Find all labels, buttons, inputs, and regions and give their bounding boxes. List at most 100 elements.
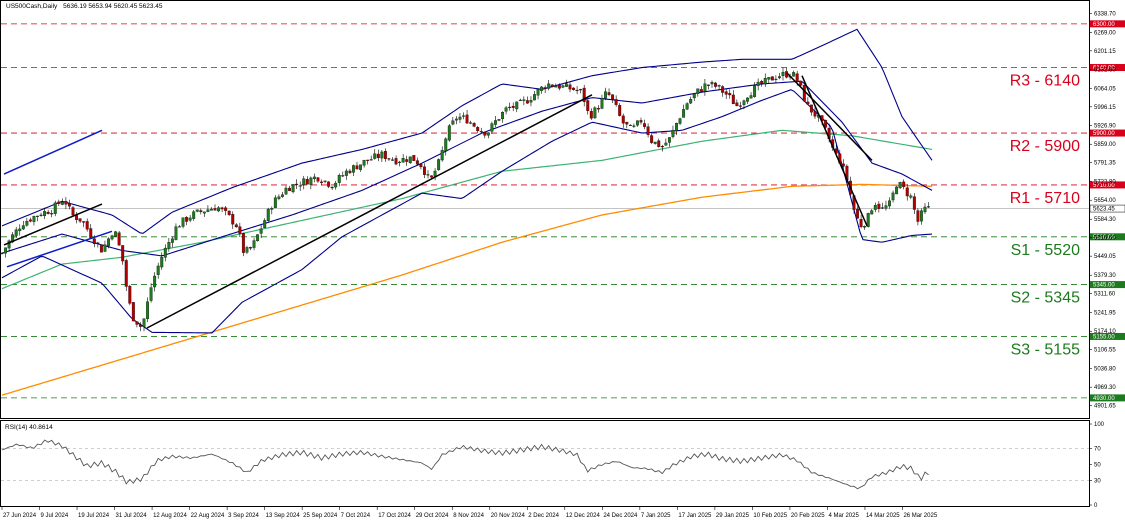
date-tick-label: 12 Dec 2024 [566, 513, 601, 519]
candle-body [71, 207, 75, 216]
candle-body [689, 99, 693, 104]
candle-body [504, 107, 508, 112]
candle-body [611, 94, 615, 100]
candle-body [650, 135, 654, 143]
candle-body [703, 83, 707, 92]
candle-body [291, 184, 295, 193]
candle-body [334, 182, 338, 188]
candle-body [540, 86, 544, 91]
candle-body [153, 275, 157, 288]
date-tick-label: 10 Feb 2025 [753, 513, 787, 519]
date-tick-label: 29 Oct 2024 [416, 513, 449, 519]
price-tick-label: 5036.80 [1094, 367, 1116, 373]
candle-body [497, 119, 501, 121]
level-axis-label: 5155.00 [1093, 334, 1115, 340]
candle-body [721, 86, 725, 93]
candle-body [4, 247, 7, 254]
trend-line [6, 230, 113, 268]
candle-body [224, 207, 228, 211]
candle-body [60, 201, 64, 205]
candle-body [714, 82, 717, 87]
date-tick-label: 7 Jan 2025 [641, 513, 671, 519]
candle-body [202, 211, 206, 214]
trend-line [3, 203, 103, 246]
candle-body [128, 285, 132, 304]
candle-body [295, 183, 299, 185]
candle-body [142, 318, 146, 327]
moving-average-200 [1, 183, 933, 396]
candle-body [107, 238, 110, 247]
candle-body [493, 120, 497, 125]
candle-body [873, 205, 877, 210]
candle-body [554, 86, 558, 88]
candle-body [412, 155, 416, 161]
candle-body [632, 125, 636, 127]
candle-body [348, 170, 352, 174]
candle-body [675, 122, 678, 132]
candle-body [373, 153, 377, 159]
candle-body [405, 159, 409, 162]
candle-body [131, 302, 135, 322]
candle-body [596, 108, 600, 110]
date-tick-label: 17 Jan 2025 [678, 513, 712, 519]
candle-body [682, 109, 686, 118]
date-tick-label: 27 Jun 2024 [3, 513, 37, 519]
candle-body [234, 224, 238, 228]
candle-body [160, 256, 164, 268]
date-tick-label: 29 Jan 2025 [716, 513, 750, 519]
candle-body [895, 186, 899, 195]
candle-body [117, 232, 121, 246]
candle-body [376, 153, 380, 159]
candle-body [50, 213, 54, 215]
price-tick-label: 4901.65 [1094, 404, 1116, 410]
date-tick-label: 20 Feb 2025 [791, 513, 825, 519]
rsi-tick-label: 100 [1094, 422, 1105, 428]
candle-body [916, 210, 920, 222]
level-name-label: S2 - 5345 [1011, 290, 1080, 307]
candle-body [398, 161, 402, 163]
candle-body [905, 187, 909, 197]
candle-body [28, 219, 32, 222]
candle-body [121, 245, 125, 262]
candle-body [646, 126, 650, 135]
candle-body [344, 170, 348, 176]
candle-body [362, 159, 366, 166]
candle-body [724, 91, 728, 95]
candle-body [263, 220, 267, 228]
candle-body [515, 101, 519, 110]
candle-body [572, 87, 575, 90]
candle-body [415, 160, 419, 165]
candle-body [508, 106, 512, 108]
candle-body [561, 85, 565, 88]
candle-body [114, 231, 118, 237]
candle-body [742, 100, 746, 105]
candle-body [909, 195, 913, 198]
candle-body [85, 221, 89, 230]
candle-body [181, 217, 185, 227]
rsi-tick-label: 50 [1094, 463, 1101, 469]
candle-body [813, 111, 817, 117]
candle-body [770, 76, 774, 81]
candle-body [923, 206, 927, 213]
candle-body [39, 214, 43, 216]
candle-body [252, 240, 256, 248]
candle-body [568, 84, 572, 90]
candle-body [401, 157, 405, 163]
date-tick-label: 26 Mar 2025 [903, 513, 937, 519]
candle-body [912, 196, 916, 210]
level-axis-badge [1090, 129, 1125, 137]
candle-body [458, 116, 462, 120]
date-tick-label: 22 Aug 2024 [191, 513, 225, 519]
trend-line [801, 75, 868, 227]
level-name-label: R3 - 6140 [1010, 73, 1080, 90]
candle-body [643, 123, 646, 127]
candle-body [277, 196, 281, 199]
level-axis-badge [1090, 233, 1125, 241]
candle-body [738, 105, 742, 107]
candle-body [430, 175, 433, 178]
candle-body [249, 247, 252, 249]
moving-average-100 [1, 129, 933, 290]
price-tick-label: 5516.60 [1094, 236, 1116, 242]
candle-body [614, 99, 618, 105]
